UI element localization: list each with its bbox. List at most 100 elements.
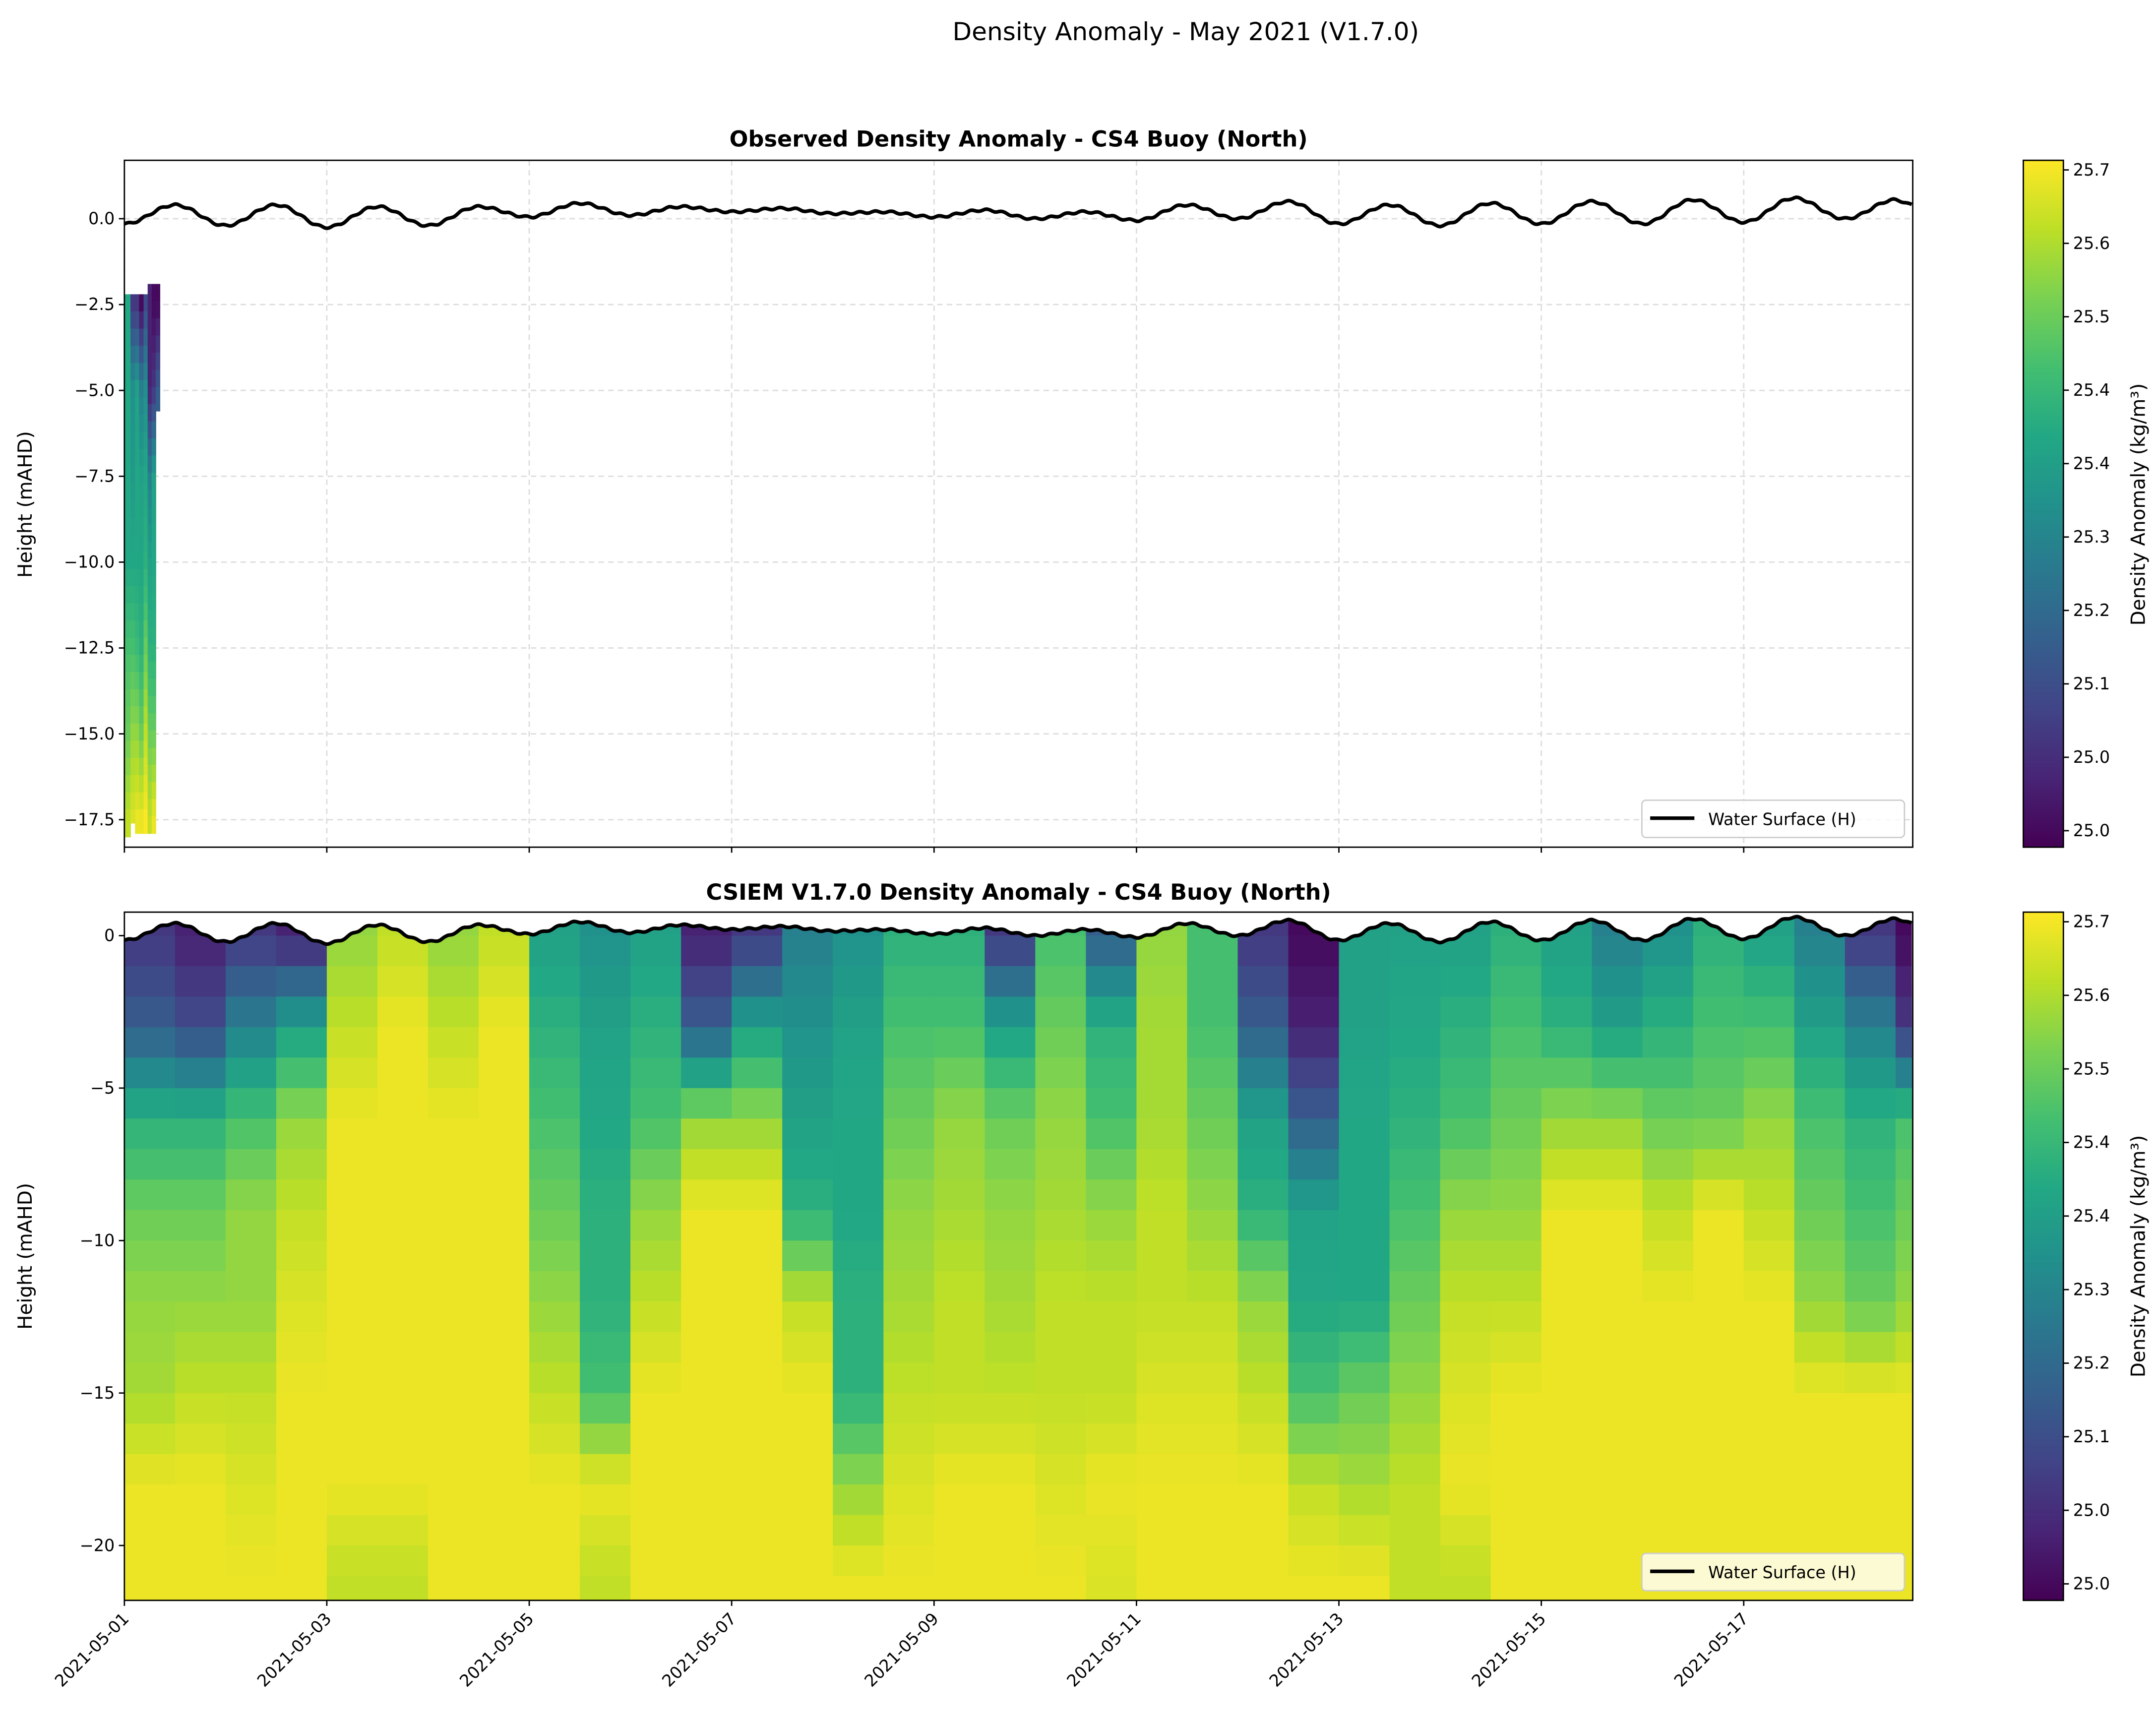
heatmap-cell bbox=[175, 1027, 226, 1058]
heatmap-cell bbox=[147, 627, 152, 645]
heatmap-cell bbox=[1187, 1423, 1238, 1455]
heatmap-cell bbox=[1288, 1454, 1340, 1485]
heatmap-cell bbox=[833, 1118, 884, 1150]
heatmap-cell bbox=[934, 935, 986, 967]
heatmap-cell bbox=[124, 689, 131, 707]
heatmap-cell bbox=[580, 1118, 631, 1150]
heatmap-cell bbox=[147, 387, 152, 405]
heatmap-cell bbox=[782, 1454, 834, 1485]
heatmap-cell bbox=[1389, 1271, 1441, 1302]
heatmap-cell bbox=[681, 1240, 733, 1272]
heatmap-cell bbox=[934, 1057, 986, 1089]
heatmap-cell bbox=[630, 1484, 681, 1516]
heatmap-cell bbox=[1845, 1332, 1896, 1363]
heatmap-cell bbox=[1440, 1332, 1491, 1363]
heatmap-cell bbox=[1086, 1484, 1137, 1516]
heatmap-cell bbox=[1794, 1057, 1846, 1089]
heatmap-cell bbox=[377, 1210, 429, 1241]
heatmap-cell bbox=[1086, 1118, 1137, 1150]
heatmap-cell bbox=[1187, 1484, 1238, 1516]
heatmap-cell bbox=[1794, 1240, 1846, 1272]
heatmap-cell bbox=[1136, 996, 1188, 1028]
heatmap-cell bbox=[1895, 1240, 1913, 1272]
heatmap-cell bbox=[1845, 966, 1896, 997]
heatmap-cell bbox=[139, 380, 144, 398]
heatmap-cell bbox=[151, 284, 156, 302]
heatmap-cell bbox=[580, 1088, 631, 1119]
heatmap-cell bbox=[1339, 1301, 1390, 1333]
heatmap-cell bbox=[1136, 1271, 1188, 1302]
heatmap-cell bbox=[428, 1545, 479, 1577]
heatmap-cell bbox=[326, 1118, 378, 1150]
heatmap-cell bbox=[1541, 1240, 1593, 1272]
heatmap-cell bbox=[151, 610, 156, 628]
heatmap-cell bbox=[151, 369, 156, 388]
heatmap-cell bbox=[151, 438, 156, 456]
heatmap-cell bbox=[1845, 1362, 1896, 1394]
heatmap-cell bbox=[135, 397, 140, 415]
x-tick-label: 2021-05-03 bbox=[253, 1609, 335, 1691]
heatmap-cell bbox=[1035, 1118, 1087, 1150]
heatmap-cell bbox=[147, 782, 152, 800]
heatmap-cell bbox=[124, 1210, 176, 1241]
heatmap-cell bbox=[428, 1271, 479, 1302]
heatmap-cell bbox=[1187, 1362, 1238, 1394]
heatmap-cell bbox=[1592, 1454, 1643, 1485]
heatmap-cell bbox=[732, 1027, 783, 1058]
heatmap-cell bbox=[1187, 1240, 1238, 1272]
heatmap-cell bbox=[529, 996, 580, 1028]
heatmap-cell bbox=[1035, 996, 1087, 1028]
heatmap-cell bbox=[151, 782, 156, 800]
heatmap-cell bbox=[1086, 966, 1137, 997]
heatmap-cell bbox=[139, 655, 144, 673]
heatmap-cell bbox=[175, 1301, 226, 1333]
heatmap-cell bbox=[1440, 1149, 1491, 1180]
heatmap-cell bbox=[225, 996, 277, 1028]
heatmap-cell bbox=[124, 346, 131, 364]
heatmap-cell bbox=[124, 380, 131, 398]
heatmap-cell bbox=[833, 1179, 884, 1211]
heatmap-cell bbox=[1693, 935, 1744, 967]
heatmap-cell bbox=[833, 1301, 884, 1333]
heatmap-cell bbox=[630, 1271, 681, 1302]
heatmap-cell bbox=[1035, 1149, 1087, 1180]
heatmap-cell bbox=[1642, 1362, 1694, 1394]
observed-colorbar-label: Density Anomaly (kg/m³) bbox=[2128, 383, 2150, 626]
heatmap-cell bbox=[1237, 1057, 1289, 1089]
heatmap-cell bbox=[124, 1149, 176, 1180]
heatmap-cell bbox=[124, 414, 131, 432]
model-legend-label: Water Surface (H) bbox=[1708, 1563, 1856, 1582]
heatmap-cell bbox=[1895, 1027, 1913, 1058]
heatmap-cell bbox=[124, 1027, 176, 1058]
heatmap-cell bbox=[124, 603, 131, 621]
y-tick-label: −5 bbox=[90, 1078, 115, 1098]
heatmap-cell bbox=[1389, 1210, 1441, 1241]
heatmap-cell bbox=[130, 448, 136, 467]
heatmap-cell bbox=[1288, 1271, 1340, 1302]
heatmap-cell bbox=[732, 1088, 783, 1119]
heatmap-cell bbox=[732, 966, 783, 997]
heatmap-cell bbox=[139, 552, 144, 570]
heatmap-cell bbox=[883, 1271, 935, 1302]
heatmap-cell bbox=[130, 397, 136, 415]
colorbar-tick-label: 25.3 bbox=[2073, 527, 2110, 547]
heatmap-cell bbox=[1845, 1118, 1896, 1150]
heatmap-cell bbox=[883, 1301, 935, 1333]
heatmap-cell bbox=[377, 1484, 429, 1516]
heatmap-cell bbox=[1389, 1332, 1441, 1363]
heatmap-cell bbox=[479, 1057, 530, 1089]
heatmap-cell bbox=[1895, 1179, 1913, 1211]
y-tick-label: −7.5 bbox=[74, 466, 115, 486]
heatmap-cell bbox=[1136, 1240, 1188, 1272]
heatmap-cell bbox=[732, 1454, 783, 1485]
heatmap-cell bbox=[326, 1240, 378, 1272]
heatmap-cell bbox=[151, 490, 156, 508]
heatmap-cell bbox=[135, 758, 140, 776]
heatmap-cell bbox=[630, 1210, 681, 1241]
heatmap-cell bbox=[883, 1423, 935, 1455]
heatmap-cell bbox=[1136, 1545, 1188, 1577]
heatmap-cell bbox=[276, 996, 327, 1028]
heatmap-cell bbox=[1743, 1301, 1795, 1333]
heatmap-cell bbox=[377, 1240, 429, 1272]
heatmap-cell bbox=[1086, 1423, 1137, 1455]
